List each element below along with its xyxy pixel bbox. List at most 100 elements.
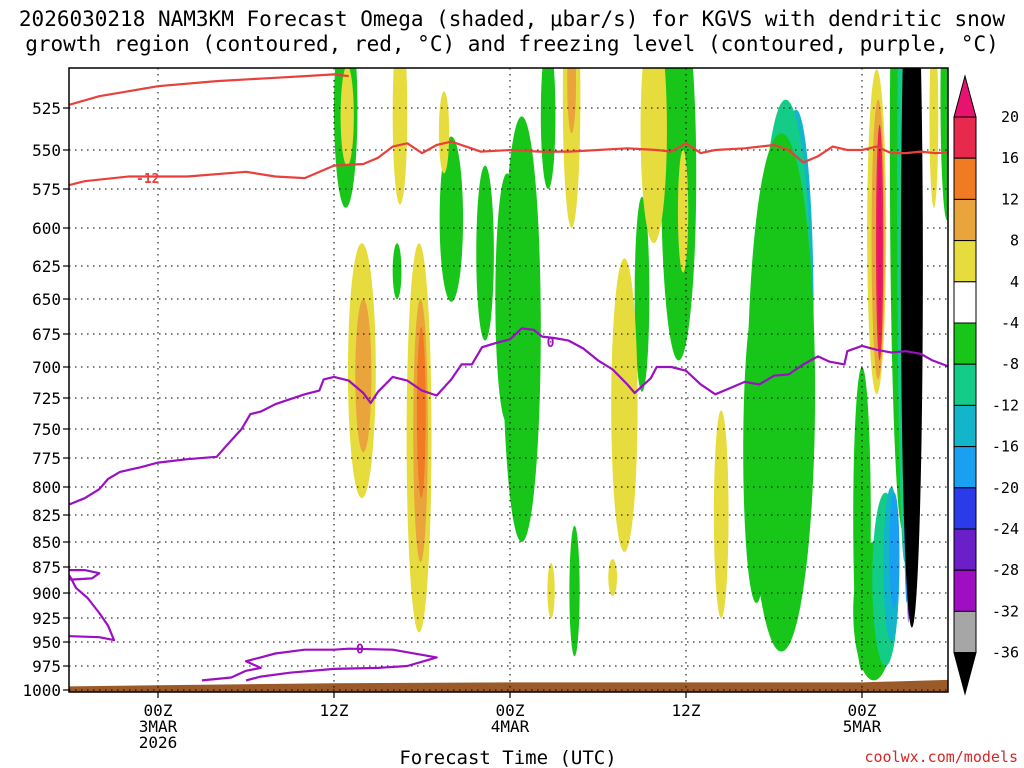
y-tick-label-775: 775: [32, 449, 61, 468]
contour-label-freezing-level-low: 0: [356, 643, 364, 658]
colorbar-bin-4: [953, 281, 977, 324]
colorbar-bin-6: [953, 363, 977, 406]
x-tick-label-12-0: 12Z: [320, 701, 349, 720]
y-tick-label-675: 675: [32, 325, 61, 344]
plot-area: -12 0 0: [69, 68, 948, 692]
omega-region-31: [416, 327, 426, 499]
x-tick-label-0-2: 2026: [139, 733, 178, 752]
x-tick-label-48-0: 00Z: [848, 701, 877, 720]
terrain-surface: [69, 679, 948, 692]
colorbar-label-2: 12: [1001, 190, 1019, 208]
colorbar-label-3: 8: [1010, 232, 1019, 250]
colorbar-bin-2: [953, 198, 977, 242]
x-axis-title: Forecast Time (UTC): [399, 747, 616, 768]
chart-title-line2: growth region (contoured, red, °C) and f…: [25, 32, 999, 56]
omega-region-28: [355, 299, 372, 453]
omega-shading: [334, 68, 948, 681]
y-tick-label-700: 700: [32, 358, 61, 377]
y-tick-label-725: 725: [32, 389, 61, 408]
omega-region-14: [392, 243, 402, 299]
colorbar-bin-11: [953, 569, 977, 612]
y-tick-label-825: 825: [32, 506, 61, 525]
x-tick-label-48-1: 5MAR: [843, 717, 882, 736]
y-tick-label-975: 975: [32, 657, 61, 676]
omega-region-41: [608, 559, 618, 596]
omega-region-39: [713, 410, 729, 618]
colorbar-label-10: -24: [992, 520, 1019, 538]
colorbar-bin-13: [953, 652, 977, 696]
omega-region-11: [634, 196, 650, 392]
colorbar-bin-10: [953, 528, 977, 571]
x-tick-label-36-0: 12Z: [672, 701, 701, 720]
x-tick-label-0-0: 00Z: [144, 701, 173, 720]
x-tick-label-0-1: 3MAR: [139, 717, 178, 736]
omega-region-8: [495, 173, 519, 423]
y-tick-label-625: 625: [32, 257, 61, 276]
omega-region-25: [900, 68, 923, 628]
contour-freezing-level-main: [69, 327, 948, 642]
colorbar-bin-0: [953, 116, 977, 159]
x-tick-label-24-1: 4MAR: [491, 717, 530, 736]
colorbar-label-1: 16: [1001, 149, 1019, 167]
colorbar-bin-7: [953, 404, 977, 448]
contour-dgz-top-minus-17: [69, 73, 349, 107]
y-tick-label-1000: 1000: [22, 681, 61, 700]
omega-region-26: [340, 68, 354, 166]
y-tick-label-950: 950: [32, 633, 61, 652]
omega-region-33: [438, 91, 450, 174]
omega-region-10: [476, 165, 494, 341]
contour-freezing-level-bubble: [69, 569, 101, 581]
colorbar-bin-9: [953, 487, 977, 530]
colorbar-label-13: -36: [992, 644, 1019, 662]
colorbar-top-extension: [953, 74, 977, 118]
credit-link[interactable]: coolwx.com/models: [864, 748, 1018, 766]
colorbar-label-6: -8: [1001, 355, 1019, 373]
omega-region-42: [929, 68, 939, 208]
omega-region-7: [569, 525, 580, 657]
y-tick-label-875: 875: [32, 558, 61, 577]
colorbar-bin-12: [953, 610, 977, 654]
y-tick-label-575: 575: [32, 180, 61, 199]
colorbar-label-0: 20: [1001, 108, 1019, 126]
colorbar-bin-3: [953, 240, 977, 283]
omega-region-9: [439, 136, 464, 302]
contour-freezing-level-low: [201, 647, 438, 682]
contours: -12 0 0: [69, 73, 948, 682]
colorbar-label-4: 4: [1010, 273, 1019, 291]
colorbar-bin-5: [953, 322, 977, 365]
colorbar-bin-1: [953, 157, 977, 200]
omega-region-12: [940, 68, 948, 221]
y-tick-label-525: 525: [32, 99, 61, 118]
colorbar: 20 16 12 8 4 -4 -8 -12 -16 -20 -24 -28 -32 -36: [953, 74, 1019, 696]
terrain-fill: [69, 679, 948, 692]
y-tick-label-900: 900: [32, 584, 61, 603]
gridlines: [69, 68, 948, 692]
colorbar-label-11: -28: [992, 561, 1019, 579]
y-tick-label-800: 800: [32, 478, 61, 497]
omega-region-32: [392, 68, 408, 205]
omega-region-20: [889, 492, 900, 608]
omega-region-35: [640, 68, 667, 244]
colorbar-label-9: -20: [992, 479, 1019, 497]
colorbar-label-7: -12: [992, 396, 1019, 414]
omega-region-37: [567, 68, 576, 134]
y-tick-label-750: 750: [32, 420, 61, 439]
colorbar-label-8: -16: [992, 438, 1019, 456]
contour-label-dgz-base-minus-12: -12: [136, 172, 159, 187]
x-tick-label-24-0: 00Z: [496, 701, 525, 720]
contour-dgz-base-minus-12: [69, 140, 948, 187]
omega-region-13: [540, 68, 556, 189]
plot-frame: [68, 67, 949, 693]
colorbar-bin-8: [953, 446, 977, 489]
omega-region-38: [677, 150, 689, 273]
omega-region-40: [547, 563, 555, 618]
y-axis: 525 550 575 600 625 650 675 700 725 750 775 800 825 8…: [22, 99, 69, 700]
colorbar-label-12: -32: [992, 602, 1019, 620]
y-tick-label-550: 550: [32, 141, 61, 160]
omega-region-34: [611, 258, 638, 552]
omega-region-46: [877, 150, 882, 327]
colorbar-label-5: -4: [1001, 314, 1019, 332]
y-tick-label-650: 650: [32, 290, 61, 309]
